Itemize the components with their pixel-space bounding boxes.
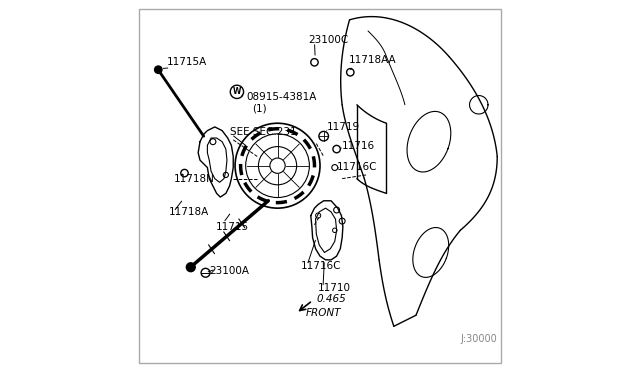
- Text: 11710: 11710: [318, 283, 351, 292]
- Text: 08915-4381A: 08915-4381A: [246, 92, 317, 102]
- Text: W: W: [233, 87, 241, 96]
- Text: J:30000: J:30000: [460, 334, 497, 344]
- Circle shape: [155, 66, 162, 73]
- Text: (1): (1): [252, 103, 266, 113]
- Circle shape: [186, 263, 195, 272]
- Text: 23100C: 23100C: [308, 35, 348, 45]
- Text: 11716C: 11716C: [337, 162, 377, 172]
- Text: 11716C: 11716C: [301, 262, 341, 272]
- Text: 11715A: 11715A: [167, 57, 207, 67]
- Text: 11719: 11719: [326, 122, 360, 132]
- Text: FRONT: FRONT: [306, 308, 342, 318]
- Text: 11718AA: 11718AA: [349, 55, 396, 65]
- Text: 11716: 11716: [341, 141, 374, 151]
- Text: 0.465: 0.465: [316, 294, 346, 304]
- Text: 23100A: 23100A: [209, 266, 249, 276]
- Text: 11718N: 11718N: [173, 174, 214, 184]
- Text: 11715: 11715: [216, 222, 249, 232]
- Text: SEE SEC.231: SEE SEC.231: [230, 128, 296, 138]
- Text: 11718A: 11718A: [168, 207, 209, 217]
